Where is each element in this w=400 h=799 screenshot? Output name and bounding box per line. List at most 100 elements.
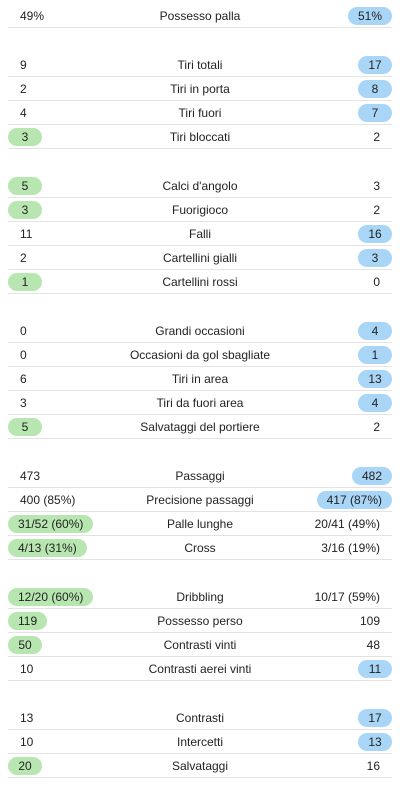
stat-label: Contrasti: [175, 711, 225, 725]
stat-label: Tiri in area: [171, 372, 229, 386]
away-team-value: 17: [358, 56, 392, 74]
stat-row: 10 Contrasti aerei vinti 11: [8, 657, 392, 681]
home-team-value: 10: [20, 662, 34, 676]
home-team-value: 11: [20, 227, 33, 241]
stat-label: Fuorigioco: [171, 203, 229, 217]
stat-row: 4 Tiri fuori 7: [8, 101, 392, 125]
stat-label: Contrasti aerei vinti: [148, 662, 252, 676]
stat-row: 49% Possesso palla 51%: [8, 4, 392, 28]
stat-label: Possesso perso: [157, 614, 243, 628]
home-team-value: 6: [20, 372, 27, 386]
home-team-value: 13: [20, 711, 34, 725]
stat-label: Tiri da fuori area: [156, 396, 244, 410]
home-team-value: 31/52 (60%): [8, 515, 94, 533]
stat-row: 9 Tiri totali 17: [8, 53, 392, 77]
home-team-value: 49%: [20, 9, 45, 23]
away-team-value: 0: [373, 275, 380, 289]
home-team-value: 3: [8, 128, 42, 146]
stat-row: 2 Cartellini gialli 3: [8, 246, 392, 270]
stat-label: Intercetti: [176, 735, 224, 749]
stat-label: Palle lunghe: [166, 517, 234, 531]
stats-group: 0 Grandi occasioni 4 0 Occasioni da gol sbag…: [0, 319, 400, 439]
stats-group: 12/20 (60%) Dribbling 10/17 (59%) 119 Posses…: [0, 585, 400, 681]
home-team-value: 2: [20, 251, 27, 265]
stat-label: Dribbling: [176, 590, 224, 604]
stat-label: Salvataggi: [171, 759, 229, 773]
stat-label: Salvataggi del portiere: [140, 420, 260, 434]
stat-row: 11 Falli 16: [8, 222, 392, 246]
stat-label: Calci d'angolo: [162, 179, 238, 193]
away-team-value: 13: [358, 370, 392, 388]
away-team-value: 3: [358, 249, 392, 267]
away-team-value: 16: [358, 225, 392, 243]
away-team-value: 17: [358, 709, 392, 727]
stat-row: 0 Grandi occasioni 4: [8, 319, 392, 343]
away-team-value: 10/17 (59%): [314, 590, 380, 604]
stats-group: 13 Contrasti 17 10 Intercetti 13 20 Salvataggi 1…: [0, 706, 400, 778]
away-team-value: 417 (87%): [316, 491, 392, 509]
home-team-value: 50: [8, 636, 42, 654]
home-team-value: 20: [8, 757, 42, 775]
stat-label: Possesso palla: [159, 9, 241, 23]
stat-row: 1 Cartellini rossi 0: [8, 270, 392, 294]
home-team-value: 3: [8, 201, 42, 219]
away-team-value: 8: [358, 80, 392, 98]
home-team-value: 5: [8, 418, 42, 436]
stat-label: Cartellini rossi: [162, 275, 238, 289]
stat-row: 13 Contrasti 17: [8, 706, 392, 730]
stat-row: 5 Calci d'angolo 3: [8, 174, 392, 198]
stat-row: 50 Contrasti vinti 48: [8, 633, 392, 657]
away-team-value: 11: [358, 660, 392, 678]
home-team-value: 473: [20, 469, 41, 483]
home-team-value: 4/13 (31%): [8, 539, 87, 557]
stat-label: Cross: [184, 541, 216, 555]
stat-label: Tiri in porta: [170, 82, 230, 96]
stat-label: Tiri bloccati: [169, 130, 231, 144]
stat-row: 5 Salvataggi del portiere 2: [8, 415, 392, 439]
stat-row: 2 Tiri in porta 8: [8, 77, 392, 101]
away-team-value: 109: [359, 614, 380, 628]
stat-label: Contrasti vinti: [163, 638, 237, 652]
stat-row: 4/13 (31%) Cross 3/16 (19%): [8, 536, 392, 560]
away-team-value: 7: [358, 104, 392, 122]
home-team-value: 9: [20, 58, 27, 72]
stat-label: Cartellini gialli: [162, 251, 238, 265]
home-team-value: 0: [20, 324, 27, 338]
home-team-value: 4: [20, 106, 27, 120]
away-team-value: 20/41 (49%): [314, 517, 380, 531]
stat-row: 12/20 (60%) Dribbling 10/17 (59%): [8, 585, 392, 609]
stat-row: 10 Intercetti 13: [8, 730, 392, 754]
home-team-value: 12/20 (60%): [8, 588, 94, 606]
away-team-value: 2: [373, 420, 380, 434]
home-team-value: 0: [20, 348, 27, 362]
stat-row: 0 Occasioni da gol sbagliate 1: [8, 343, 392, 367]
away-team-value: 4: [358, 322, 392, 340]
away-team-value: 1: [358, 346, 392, 364]
stat-row: 3 Tiri bloccati 2: [8, 125, 392, 149]
away-team-value: 2: [373, 130, 380, 144]
away-team-value: 482: [351, 467, 392, 485]
away-team-value: 3: [373, 179, 380, 193]
stat-label: Falli: [188, 227, 211, 241]
home-team-value: 2: [20, 82, 27, 96]
stat-label: Precisione passaggi: [146, 493, 254, 507]
stat-label: Grandi occasioni: [155, 324, 245, 338]
away-team-value: 3/16 (19%): [321, 541, 380, 555]
away-team-value: 13: [358, 733, 392, 751]
stat-row: 119 Possesso perso 109: [8, 609, 392, 633]
away-team-value: 48: [366, 638, 380, 652]
stat-row: 20 Salvataggi 16: [8, 754, 392, 778]
stat-label: Tiri totali: [177, 58, 223, 72]
stat-label: Occasioni da gol sbagliate: [129, 348, 271, 362]
stat-label: Passaggi: [175, 469, 225, 483]
stat-row: 6 Tiri in area 13: [8, 367, 392, 391]
stat-row: 400 (85%) Precisione passaggi 417 (87%): [8, 488, 392, 512]
stats-group: 9 Tiri totali 17 2 Tiri in porta 8 4 Tiri fuori…: [0, 53, 400, 149]
home-team-value: 3: [20, 396, 27, 410]
away-team-value: 4: [358, 394, 392, 412]
stats-group: 5 Calci d'angolo 3 3 Fuorigioco 2 11 Falli 16 2 Ca…: [0, 174, 400, 294]
away-team-value: 16: [366, 759, 380, 773]
stat-row: 3 Fuorigioco 2: [8, 198, 392, 222]
stat-row: 473 Passaggi 482: [8, 464, 392, 488]
home-team-value: 119: [8, 612, 48, 630]
